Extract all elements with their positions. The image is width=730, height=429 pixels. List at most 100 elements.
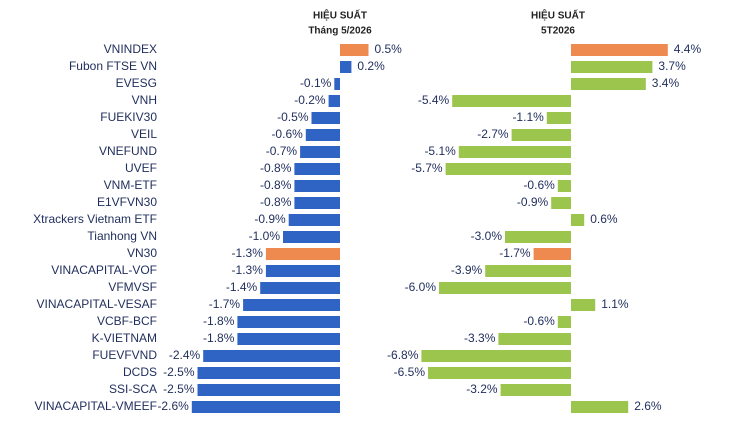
bar xyxy=(439,282,571,294)
value-label: -0.6% xyxy=(523,178,555,192)
bar xyxy=(557,180,571,192)
value-label: -0.5% xyxy=(277,110,309,124)
bar xyxy=(452,95,571,107)
value-label: -1.0% xyxy=(249,229,281,243)
value-label: 1.1% xyxy=(601,297,629,311)
value-label: 3.4% xyxy=(652,76,680,90)
category-label: VFMVSF xyxy=(108,280,157,294)
bar xyxy=(500,384,571,396)
bar xyxy=(203,350,340,362)
value-label: -3.9% xyxy=(451,263,483,277)
bar xyxy=(571,214,585,226)
value-label: 2.6% xyxy=(634,399,662,413)
category-label: UVEF xyxy=(125,161,157,175)
category-label: K-VIETNAM xyxy=(92,331,157,345)
bar xyxy=(445,163,571,175)
bar xyxy=(197,367,340,379)
panel-subtitle: Tháng 5/2026 xyxy=(308,26,372,37)
bar xyxy=(305,129,340,141)
category-label: VINACAPITAL-VESAF xyxy=(37,297,157,311)
category-label: VCBF-BCF xyxy=(97,314,157,328)
bar xyxy=(421,350,571,362)
value-label: -0.9% xyxy=(254,212,286,226)
bar xyxy=(334,78,340,90)
value-label: -0.8% xyxy=(260,195,292,209)
bar xyxy=(458,146,571,158)
bar xyxy=(498,333,571,345)
category-label: VNM-ETF xyxy=(104,178,157,192)
category-label: VNINDEX xyxy=(104,42,157,56)
bar xyxy=(191,401,340,413)
bar xyxy=(571,61,653,73)
bar xyxy=(533,248,571,260)
bar xyxy=(505,231,571,243)
category-label: Tianhong VN xyxy=(87,229,157,243)
bar xyxy=(571,401,629,413)
value-label: 3.7% xyxy=(658,59,686,73)
bar xyxy=(571,299,596,311)
bar xyxy=(328,95,340,107)
value-label: -3.0% xyxy=(471,229,503,243)
value-label: -0.8% xyxy=(260,178,292,192)
category-label: VNH xyxy=(132,93,157,107)
bar xyxy=(557,316,571,328)
category-label: E1VFVN30 xyxy=(97,195,157,209)
category-label: EVESG xyxy=(116,76,157,90)
value-label: -1.3% xyxy=(232,263,264,277)
bar xyxy=(571,44,668,56)
category-label: FUEVFVND xyxy=(92,348,157,362)
value-label: -5.4% xyxy=(418,93,450,107)
value-label: -0.8% xyxy=(260,161,292,175)
bar xyxy=(237,333,340,345)
bar xyxy=(546,112,571,124)
value-label: -0.9% xyxy=(517,195,549,209)
value-label: -1.7% xyxy=(209,297,241,311)
category-label: VNEFUND xyxy=(99,144,157,158)
bar xyxy=(571,78,646,90)
value-label: -3.3% xyxy=(464,331,496,345)
bar xyxy=(197,384,340,396)
value-label: -1.4% xyxy=(226,280,258,294)
category-label: VEIL xyxy=(131,127,157,141)
value-label: -6.8% xyxy=(387,348,419,362)
bar xyxy=(511,129,571,141)
bar xyxy=(288,214,340,226)
panel-subtitle: 5T2026 xyxy=(541,26,575,37)
value-label: -0.7% xyxy=(266,144,298,158)
category-label: FUEKIV30 xyxy=(100,110,157,124)
bar xyxy=(340,44,369,56)
category-label: Fubon FTSE VN xyxy=(69,59,157,73)
value-label: -2.7% xyxy=(477,127,509,141)
value-label: -2.4% xyxy=(169,348,201,362)
value-label: 0.5% xyxy=(375,42,403,56)
bar xyxy=(551,197,571,209)
bar xyxy=(428,367,571,379)
value-label: 0.2% xyxy=(357,59,385,73)
value-label: -1.8% xyxy=(203,331,235,345)
bar xyxy=(283,231,340,243)
value-label: -6.5% xyxy=(394,365,426,379)
value-label: -0.6% xyxy=(271,127,303,141)
value-label: -1.3% xyxy=(232,246,264,260)
value-label: -0.1% xyxy=(300,76,332,90)
category-label: SSI-SCA xyxy=(109,382,157,396)
category-label: DCDS xyxy=(123,365,157,379)
value-label: -1.8% xyxy=(203,314,235,328)
bar xyxy=(300,146,340,158)
bar xyxy=(485,265,571,277)
bar xyxy=(237,316,340,328)
panel-title: HIỆU SUẤT xyxy=(313,9,367,22)
category-label: Xtrackers Vietnam ETF xyxy=(33,212,157,226)
panel-title: HIỆU SUẤT xyxy=(531,9,585,22)
bar xyxy=(311,112,340,124)
bar xyxy=(340,61,352,73)
value-label: -2.6% xyxy=(157,399,189,413)
value-label: -5.1% xyxy=(424,144,456,158)
value-label: -6.0% xyxy=(405,280,437,294)
bar xyxy=(265,265,340,277)
value-label: 4.4% xyxy=(674,42,702,56)
bar xyxy=(294,163,340,175)
value-label: -2.5% xyxy=(163,382,195,396)
value-label: -0.6% xyxy=(523,314,555,328)
